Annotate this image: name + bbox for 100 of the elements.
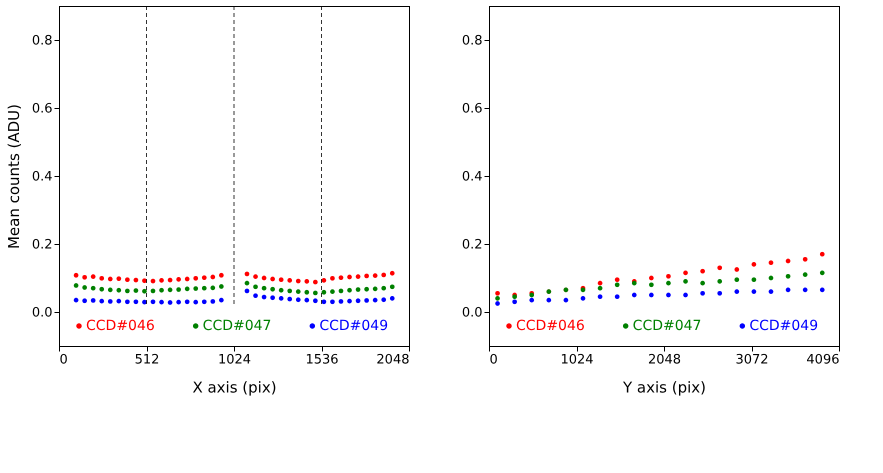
x-tick-label: 4096 (806, 352, 840, 368)
point (632, 292, 637, 298)
x-axis-title: X axis (pix) (192, 378, 277, 396)
point (287, 296, 292, 302)
point (219, 298, 224, 302)
point (176, 287, 181, 292)
point (700, 290, 705, 296)
point (287, 288, 292, 294)
point (347, 298, 352, 304)
point (134, 278, 138, 282)
point (752, 289, 756, 294)
point (683, 292, 688, 298)
point (666, 292, 671, 298)
y-tick-label: 0.6 (462, 102, 482, 116)
point (90, 286, 96, 291)
legend-label: CCD#049 (749, 318, 818, 334)
point (184, 276, 190, 282)
point (364, 298, 369, 303)
point (700, 268, 705, 274)
point (495, 290, 500, 296)
point (262, 276, 266, 280)
point (134, 288, 138, 293)
point (356, 274, 360, 279)
point (150, 299, 156, 304)
point (546, 298, 552, 302)
point (356, 287, 360, 292)
point (512, 299, 517, 304)
point (202, 275, 207, 280)
point (82, 285, 87, 290)
point (683, 279, 688, 284)
point (168, 300, 172, 305)
point (134, 299, 138, 304)
point (296, 289, 301, 294)
point (202, 299, 207, 304)
point (734, 277, 740, 282)
point (786, 288, 790, 292)
point (717, 279, 722, 284)
x-tick-label: 2048 (648, 352, 682, 368)
point (287, 278, 292, 283)
y-tick-label: 0.4 (32, 170, 52, 184)
point (580, 296, 586, 301)
y-tick-label: 0.8 (32, 34, 52, 48)
y-tick-label: 0.0 (32, 306, 52, 320)
point (270, 295, 275, 300)
point (159, 278, 164, 283)
point (116, 288, 122, 293)
point (159, 288, 164, 293)
point (649, 282, 654, 288)
point (244, 288, 250, 294)
point (296, 278, 301, 284)
point (176, 300, 181, 304)
x-axis-title: Y axis (pix) (622, 378, 706, 396)
point (734, 289, 740, 294)
point (495, 296, 500, 301)
legend-label: CCD#047 (632, 318, 702, 334)
point (125, 277, 130, 282)
point (253, 274, 258, 279)
point (313, 298, 318, 304)
point (330, 299, 335, 304)
point (270, 276, 275, 282)
point (564, 298, 568, 302)
point (381, 297, 386, 302)
legend-label: CCD#046 (86, 318, 155, 334)
point (347, 274, 352, 280)
point (270, 286, 275, 292)
point (666, 274, 671, 279)
point (529, 298, 534, 302)
point (372, 273, 378, 278)
legend-label: CCD#047 (202, 318, 272, 334)
point (347, 288, 352, 293)
point (176, 277, 181, 282)
x-tick-label: 512 (134, 352, 160, 368)
point (90, 298, 96, 303)
point (99, 298, 104, 304)
point (82, 274, 87, 280)
y-tick-label: 0.6 (32, 102, 52, 116)
point (752, 262, 756, 267)
point (614, 277, 620, 282)
point (99, 276, 104, 281)
point (184, 299, 190, 304)
point (802, 288, 808, 292)
point (372, 298, 378, 302)
point (278, 288, 284, 293)
point (364, 286, 369, 292)
point (614, 282, 620, 288)
x-tick-label: 0 (60, 352, 68, 368)
point (717, 290, 722, 296)
point (364, 274, 369, 278)
point (786, 274, 790, 279)
point (820, 288, 825, 292)
point (495, 301, 500, 306)
point (304, 279, 310, 284)
point (74, 283, 78, 288)
point (649, 292, 654, 298)
point (150, 278, 156, 284)
point (262, 294, 266, 300)
point (752, 277, 756, 282)
point (390, 270, 395, 276)
x-tick-label: 1536 (305, 352, 339, 368)
point (253, 293, 258, 298)
